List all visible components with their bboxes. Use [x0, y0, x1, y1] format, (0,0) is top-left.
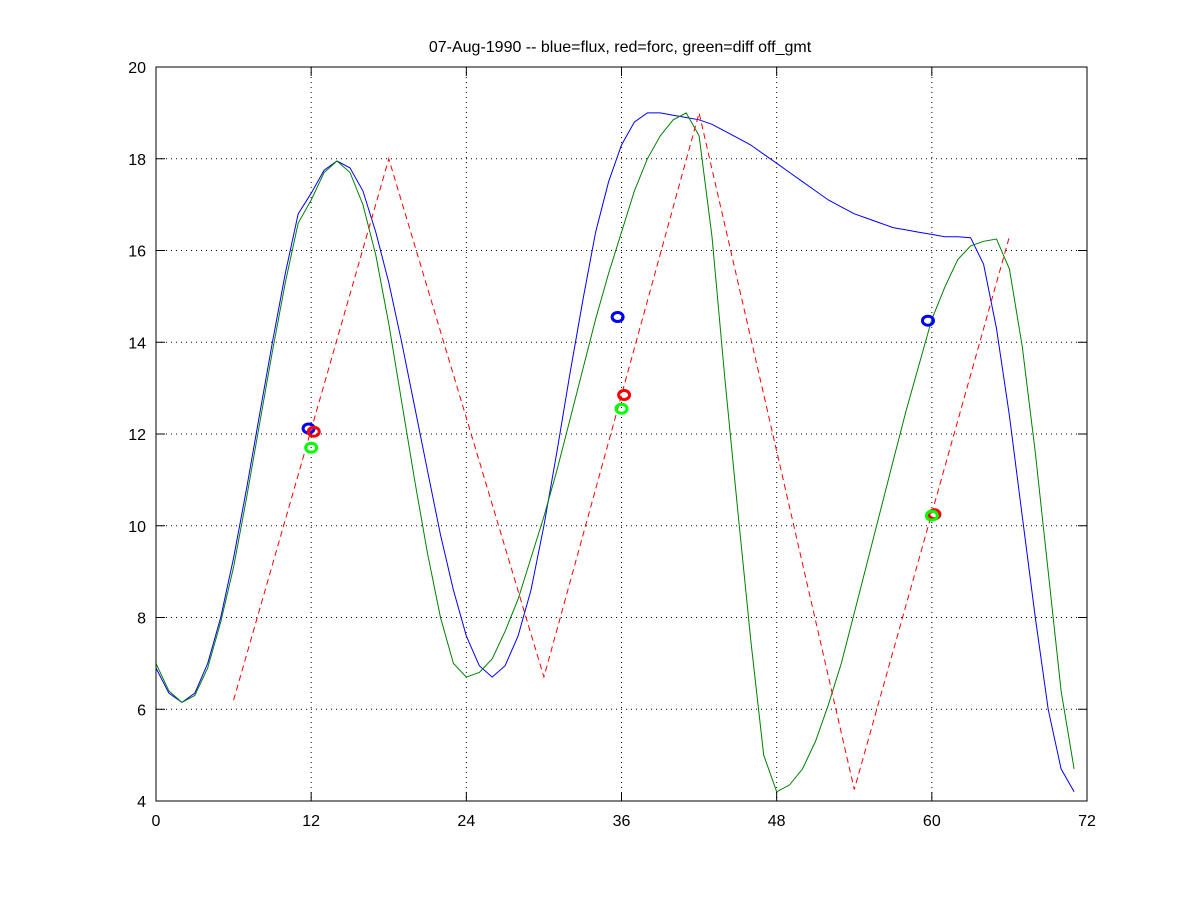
y-tick-label: 12 — [128, 427, 146, 444]
y-tick-label: 4 — [137, 794, 146, 811]
marker-diff — [614, 402, 629, 415]
x-tick-label: 60 — [923, 813, 941, 830]
y-tick-label: 6 — [137, 702, 146, 719]
marker-flux — [920, 314, 935, 327]
y-tick-label: 18 — [128, 152, 146, 169]
y-tick-label: 10 — [128, 519, 146, 536]
series-line-flux — [155, 112, 1075, 793]
grid — [156, 67, 1087, 801]
x-tick-label: 48 — [768, 813, 786, 830]
ticks: 0 12 24 36 48 60 72 4 6 8 10 12 14 16 18 20 — [128, 60, 1096, 830]
marker-flux — [610, 311, 625, 324]
x-tick-label: 36 — [613, 813, 631, 830]
x-tick-label: 0 — [152, 813, 161, 830]
marker-diff — [924, 509, 939, 522]
y-tick-label: 20 — [128, 60, 146, 77]
series-line-forc — [233, 112, 1010, 790]
y-tick-label: 14 — [128, 335, 146, 352]
marker-diff — [304, 441, 319, 454]
marker-forc — [617, 389, 632, 402]
x-tick-label: 72 — [1078, 813, 1096, 830]
x-tick-label: 12 — [302, 813, 320, 830]
series-layer — [155, 112, 1075, 793]
y-tick-label: 8 — [137, 611, 146, 628]
marker-forc — [306, 425, 321, 438]
chart-title: 07-Aug-1990 -- blue=flux, red=forc, gree… — [429, 39, 812, 56]
x-tick-label: 24 — [457, 813, 475, 830]
series-line-diff — [155, 112, 1075, 793]
y-tick-label: 16 — [128, 244, 146, 261]
markers-layer — [301, 311, 942, 522]
